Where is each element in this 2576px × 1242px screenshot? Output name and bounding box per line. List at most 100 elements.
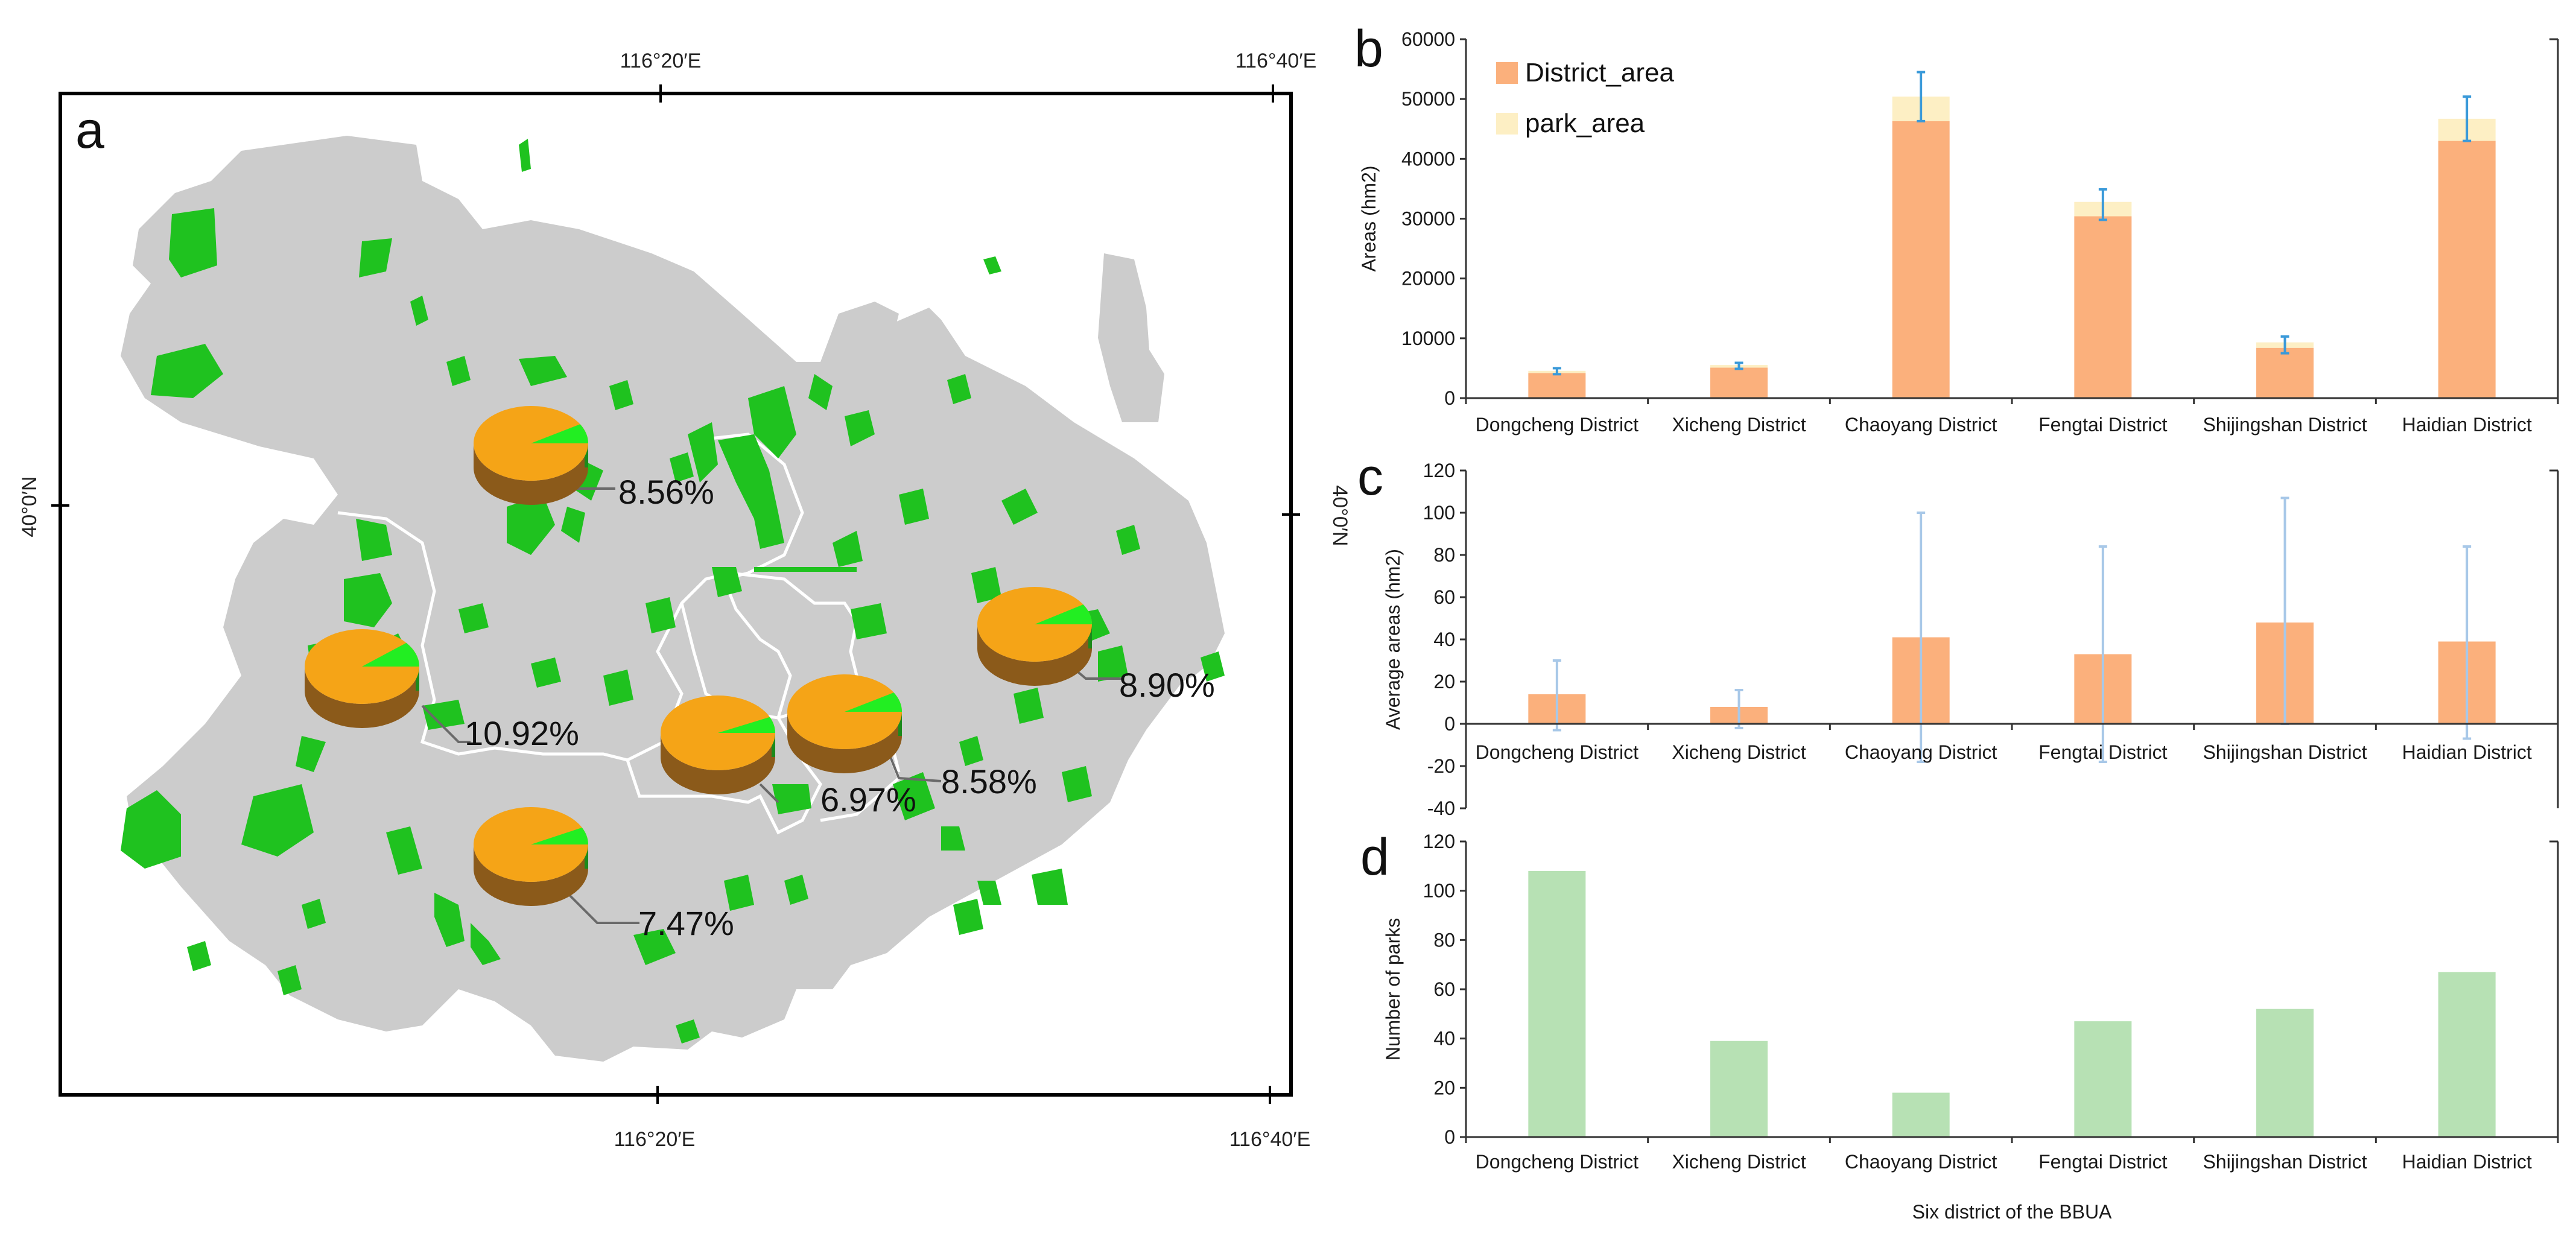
bar-district-area-shijingshan-district [2256, 347, 2314, 398]
y-tick-label: 20 [1433, 1077, 1455, 1098]
pct-label-chaoyang: 8.90% [1119, 666, 1215, 704]
y-tick-label: -40 [1427, 797, 1455, 819]
y-tick-label: 20000 [1401, 268, 1455, 290]
bar-district-area-fengtai-district [2074, 216, 2132, 398]
y-tick-label: 80 [1433, 544, 1455, 566]
x-axis-title: Six district of the BBUA [1912, 1201, 2112, 1223]
chart-panel-b: b 0 10000 20000 30000 40000 50000 60000 Dongche… [1354, 20, 2559, 436]
y-tick-label: 50000 [1401, 88, 1455, 110]
y-axis-title: Areas (hm2) [1358, 165, 1380, 271]
y-tick-label: 100 [1423, 880, 1455, 902]
map-panel: 116°20′E 116°40′E 116°20′E 116°40′E 40°0… [18, 49, 1351, 1151]
bar-district-area-chaoyang-district [1892, 121, 1950, 398]
bar-district-area-xicheng-district [1710, 367, 1768, 398]
lat-label-left: 40°0′N [18, 476, 41, 537]
pie-chaoyang-district [977, 587, 1092, 686]
bar-fengtai-district [2074, 1021, 2132, 1137]
panel-letter-b: b [1354, 20, 1383, 78]
x-tick-label: Shijingshan District [2203, 741, 2367, 763]
x-tick-label: Haidian District [2402, 414, 2532, 436]
y-axis-title: Average areas (hm2) [1382, 549, 1404, 730]
lon-label-top-2: 116°40′E [1236, 49, 1317, 72]
x-tick-label: Chaoyang District [1845, 741, 1997, 763]
y-tick-label: 120 [1423, 831, 1455, 852]
x-tick-label: Xicheng District [1672, 1151, 1806, 1173]
y-tick-label: 60 [1433, 586, 1455, 608]
pie-fengtai-district [474, 807, 588, 906]
y-tick-label: 60000 [1401, 28, 1455, 50]
x-tick-label: Xicheng District [1672, 414, 1806, 436]
pie-slice-side [898, 712, 902, 736]
y-tick-label: 40000 [1401, 148, 1455, 170]
bar-dongcheng-district [1528, 871, 1586, 1137]
lon-label-top-1: 116°20′E [620, 49, 702, 72]
pie-slice-side [585, 443, 588, 467]
legend-label-district-area: District_area [1525, 58, 1674, 87]
y-tick-label: 40 [1433, 629, 1455, 650]
legend-swatch-district-area [1496, 62, 1518, 84]
pie-side [787, 712, 902, 773]
x-tick-label: Dongcheng District [1476, 1151, 1639, 1173]
pie-side [305, 667, 419, 728]
pie-charts [305, 406, 1092, 906]
x-tick-label: Shijingshan District [2203, 1151, 2367, 1173]
x-tick-label: Haidian District [2402, 741, 2532, 763]
pie-slice-side [416, 667, 419, 691]
panel-letter-c: c [1357, 448, 1383, 506]
y-tick-label: 0 [1444, 713, 1455, 735]
bar-shijingshan-district [2256, 1009, 2314, 1137]
pct-label-xicheng: 6.97% [820, 781, 916, 819]
pie-haidian-district [474, 406, 588, 505]
pct-label-haidian: 8.56% [618, 473, 714, 511]
pie-side [474, 443, 588, 505]
legend-swatch-park-area [1496, 113, 1518, 135]
panel-letter-d: d [1360, 828, 1389, 886]
x-tick-label: Fengtai District [2038, 414, 2168, 436]
pie-park-slice [845, 692, 902, 712]
pie-slice-side [772, 733, 775, 757]
x-tick-label: Haidian District [2402, 1151, 2532, 1173]
x-tick-label: Dongcheng District [1476, 414, 1639, 436]
pie-xicheng-district [661, 695, 775, 794]
pie-park-slice [531, 827, 588, 844]
bar-haidian-district [2438, 972, 2496, 1137]
pct-label-shijingshan: 10.92% [465, 714, 579, 752]
pie-dongcheng-district [787, 674, 902, 773]
lat-label-right: 40°0′N [1328, 485, 1351, 546]
lon-label-bottom-2: 116°40′E [1229, 1128, 1311, 1151]
lon-label-bottom-1: 116°20′E [614, 1128, 696, 1151]
x-tick-label: Xicheng District [1672, 741, 1806, 763]
y-tick-label: 10000 [1401, 328, 1455, 349]
legend-label-park-area: park_area [1525, 109, 1645, 138]
bar-chaoyang-district [1892, 1092, 1950, 1137]
bar-xicheng-district [1710, 1041, 1768, 1137]
y-tick-label: 30000 [1401, 208, 1455, 230]
pie-slice-side [1088, 624, 1092, 648]
pie-park-slice [531, 424, 588, 443]
x-tick-label: Fengtai District [2038, 1151, 2168, 1173]
y-tick-label: -20 [1427, 755, 1455, 777]
pie-side [474, 844, 588, 906]
y-tick-label: 100 [1423, 502, 1455, 524]
x-tick-label: Chaoyang District [1845, 1151, 1997, 1173]
bar-district-area-haidian-district [2438, 141, 2496, 399]
bar-district-area-dongcheng-district [1528, 373, 1586, 398]
y-axis-title: Number of parks [1382, 918, 1404, 1061]
chart-panel-d: d 0 20 40 60 80 100 120 Dongcheng District Xiche… [1360, 828, 2559, 1223]
y-tick-label: 60 [1433, 978, 1455, 1000]
pie-side [661, 733, 775, 794]
pct-label-fengtai: 7.47% [638, 904, 734, 942]
y-tick-label: 0 [1444, 1126, 1455, 1148]
y-tick-label: 80 [1433, 929, 1455, 951]
pct-label-dongcheng: 8.58% [941, 762, 1037, 800]
x-tick-label: Dongcheng District [1476, 741, 1639, 763]
pie-park-slice [718, 717, 775, 733]
panel-letter-a: a [75, 101, 104, 159]
x-tick-label: Shijingshan District [2203, 414, 2367, 436]
pie-shijingshan-district [305, 629, 419, 728]
y-tick-label: 40 [1433, 1028, 1455, 1050]
parks [121, 139, 1225, 1044]
pie-park-slice [362, 642, 419, 667]
y-tick-label: 0 [1444, 387, 1455, 409]
